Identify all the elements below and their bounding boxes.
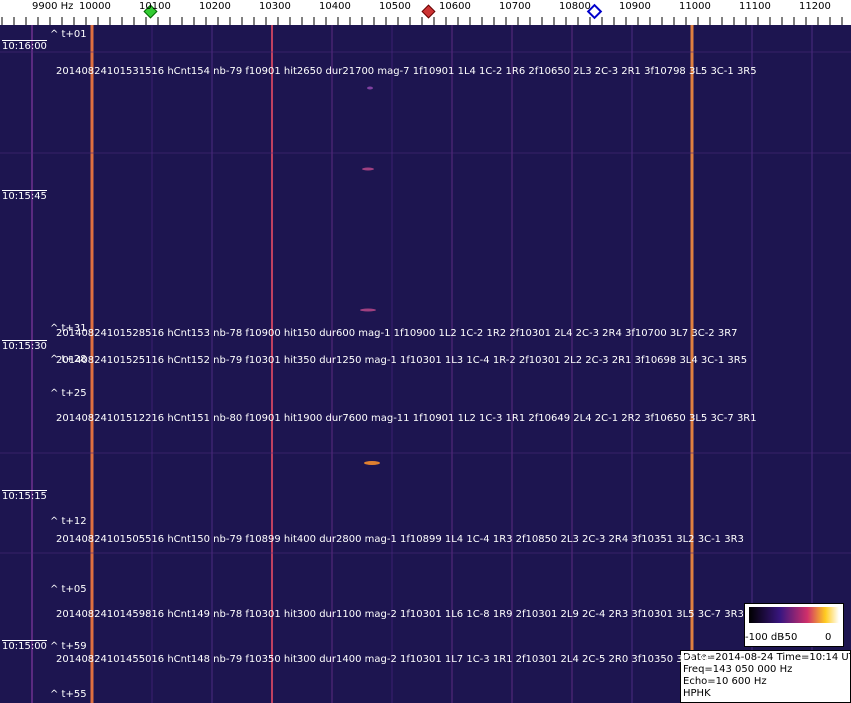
event-tag: ^ t+31 (50, 323, 87, 334)
time-label: 10:15:15 (2, 490, 47, 502)
frequency-label: 10500 (379, 1, 411, 12)
frequency-label: 10900 (619, 1, 651, 12)
color-scale-label: -50 (781, 632, 798, 643)
signal-lines (31, 25, 813, 703)
event-tag: ^ t+01 (50, 29, 87, 40)
frequency-label: 10700 (499, 1, 531, 12)
event-text: 20140824101528516 hCnt153 nb-78 f10900 h… (56, 328, 738, 339)
time-label: 10:16:00 (2, 40, 47, 52)
event-tag: ^ t+59 (50, 641, 87, 652)
event-text: 20140824101531516 hCnt154 nb-79 f10901 h… (56, 66, 757, 77)
frequency-label: 11100 (739, 1, 771, 12)
frequency-label: 10000 (79, 1, 111, 12)
markers (143, 3, 603, 20)
info-line: Date=2014-08-24 Time=10:14 UTC (683, 652, 851, 663)
color-scale-label: 0 (825, 632, 832, 643)
info-line: Freq=143 050 000 Hz (683, 664, 793, 675)
color-ramp (749, 607, 839, 623)
event-text: 20140824101459816 hCnt149 nb-78 f10301 h… (56, 609, 744, 620)
frequency-label: 10300 (259, 1, 291, 12)
info-box: Date=2014-08-24 Time=10:14 UTC Freq=143 0… (680, 650, 851, 703)
event-text: 20140824101505516 hCnt150 nb-79 f10899 h… (56, 534, 744, 545)
time-label: 10:15:45 (2, 190, 47, 202)
frequency-label: 10800 (559, 1, 591, 12)
frequency-label: 10400 (319, 1, 351, 12)
scale-ticks (1, 17, 843, 25)
frequency-label: 10200 (199, 1, 231, 12)
frequency-label: 10100 (139, 1, 171, 12)
background (0, 25, 851, 703)
event-text: 20140824101525116 hCnt152 nb-79 f10301 h… (56, 355, 748, 366)
color-scale: -100 dB -50 0 (744, 603, 844, 647)
frequency-label: 11200 (799, 1, 831, 12)
noise-lines (0, 51, 851, 554)
frequency-label: 11000 (679, 1, 711, 12)
echo-blips (360, 86, 380, 465)
event-tag: ^ t+28 (50, 354, 87, 365)
event-text: 20140824101512216 hCnt151 nb-80 f10901 h… (56, 413, 757, 424)
color-scale-label: -100 dB (745, 632, 785, 643)
time-label: 10:15:00 (2, 640, 47, 652)
frequency-label: 9900 Hz (32, 1, 74, 12)
info-line: HPHK (683, 688, 711, 699)
frequency-label: 10600 (439, 1, 471, 12)
event-tag: ^ t+25 (50, 388, 87, 399)
event-tag: ^ t+55 (50, 689, 87, 700)
event-tag: ^ t+05 (50, 584, 87, 595)
info-line: Echo=10 600 Hz (683, 676, 767, 687)
time-label: 10:15:30 (2, 340, 47, 352)
event-text: 20140824101455016 hCnt148 nb-79 f10350 h… (56, 654, 712, 665)
event-tag: ^ t+12 (50, 516, 87, 527)
